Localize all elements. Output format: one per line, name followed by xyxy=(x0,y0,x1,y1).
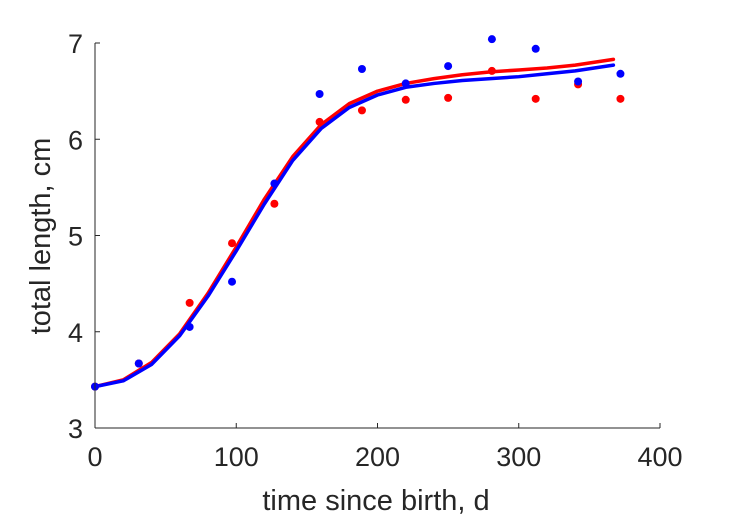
data-points xyxy=(91,35,625,391)
red-data-point xyxy=(401,95,410,104)
blue-data-point xyxy=(228,277,237,286)
red-data-point xyxy=(270,199,279,208)
y-axis-label: total length, cm xyxy=(25,138,57,335)
x-tick-label: 200 xyxy=(355,442,400,472)
y-tick-label: 4 xyxy=(68,318,83,348)
red-data-point xyxy=(228,239,237,248)
x-tick-label: 400 xyxy=(637,442,682,472)
y-tick-label: 5 xyxy=(68,222,83,252)
x-axis-label: time since birth, d xyxy=(262,485,489,517)
red-fit-curve xyxy=(93,57,616,389)
y-tick-label: 6 xyxy=(68,125,83,155)
red-data-point xyxy=(616,94,625,103)
fitted-curves xyxy=(93,57,616,389)
red-data-point xyxy=(357,106,366,115)
x-tick-label: 0 xyxy=(87,442,102,472)
red-data-point xyxy=(315,117,324,126)
blue-data-point xyxy=(616,69,625,78)
red-data-point xyxy=(444,93,453,102)
blue-data-point xyxy=(270,179,279,188)
red-data-point xyxy=(185,298,194,307)
blue-data-point xyxy=(134,359,143,368)
blue-data-point xyxy=(574,77,583,86)
blue-data-point xyxy=(444,62,453,71)
x-tick-label: 300 xyxy=(496,442,541,472)
blue-data-point xyxy=(357,64,366,73)
blue-data-point xyxy=(315,90,324,99)
blue-data-point xyxy=(531,44,540,53)
red-data-point xyxy=(531,94,540,103)
blue-data-point xyxy=(185,322,194,331)
red-data-point xyxy=(487,66,496,75)
blue-data-point xyxy=(401,79,410,88)
blue-fit-curve xyxy=(93,63,616,389)
axes: 0 100 200 300 400 3 4 5 6 7 xyxy=(68,29,683,472)
blue-data-point xyxy=(487,35,496,44)
x-tick-label: 100 xyxy=(214,442,259,472)
y-tick-label: 7 xyxy=(68,29,83,59)
y-tick-label: 3 xyxy=(68,414,83,444)
